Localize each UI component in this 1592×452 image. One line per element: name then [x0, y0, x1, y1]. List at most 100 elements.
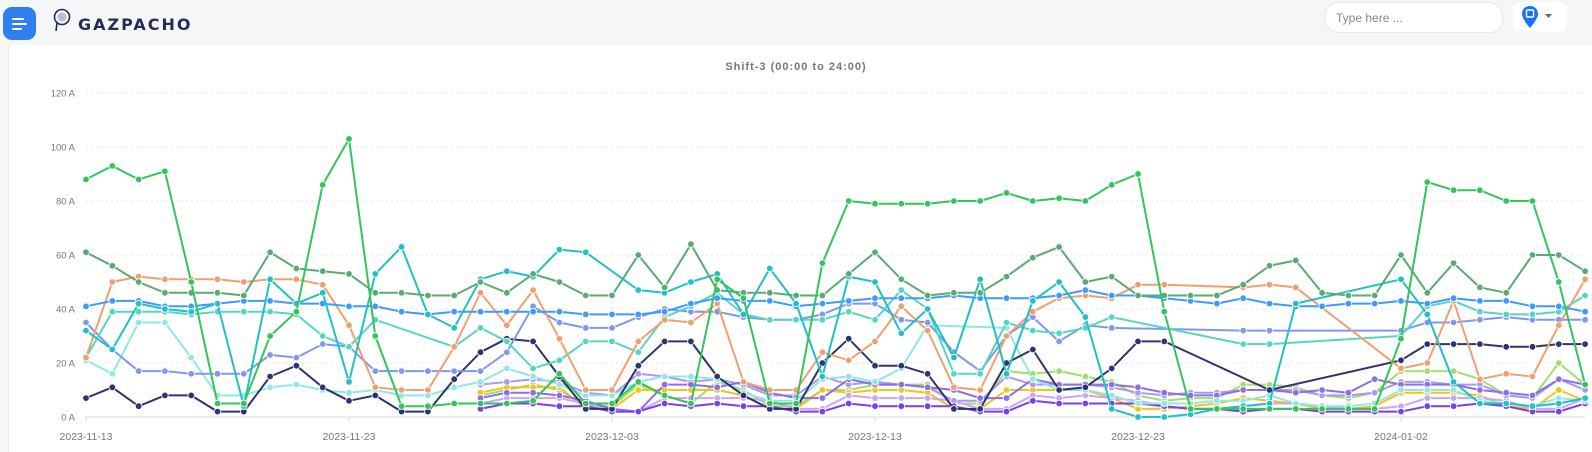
data-point [134, 175, 143, 184]
data-point [161, 305, 169, 313]
data-point [1081, 399, 1090, 408]
data-point [1055, 329, 1063, 337]
data-point [476, 278, 485, 286]
data-point [766, 264, 774, 273]
data-point [345, 135, 353, 143]
data-point [476, 399, 485, 408]
data-point [1528, 251, 1537, 259]
data-point [713, 294, 721, 302]
data-point [871, 199, 879, 208]
data-point [82, 318, 90, 327]
data-point [82, 326, 90, 335]
brand-name: GAZPACHO [78, 14, 193, 34]
data-point [397, 289, 406, 297]
data-point [1186, 291, 1195, 300]
series-line-13 [85, 243, 1586, 297]
search-input[interactable] [1325, 2, 1503, 33]
caret-down-icon [1545, 14, 1552, 18]
data-point [1449, 340, 1458, 348]
data-point [634, 386, 642, 394]
brand-logo[interactable]: GAZPACHO [52, 8, 193, 34]
data-point [213, 370, 222, 378]
data-point [1292, 405, 1300, 413]
data-point [1055, 278, 1063, 286]
data-point [1055, 386, 1063, 394]
data-point [1029, 326, 1037, 335]
data-point [1581, 380, 1589, 389]
data-point [503, 364, 511, 373]
data-point [266, 372, 274, 381]
data-point [82, 175, 90, 184]
data-point [1292, 299, 1300, 308]
data-point [450, 375, 458, 383]
data-point [450, 399, 458, 408]
data-point [608, 386, 616, 394]
data-point [923, 402, 932, 410]
data-point [845, 391, 853, 400]
data-point [1002, 189, 1011, 197]
x-tick-label: 2023-11-23 [323, 431, 376, 443]
data-point [660, 372, 669, 381]
data-point [634, 286, 642, 294]
y-tick-label: 60 A [56, 251, 76, 262]
x-tick-label: 2023-12-23 [1111, 431, 1165, 443]
data-point [739, 310, 748, 319]
data-point [1397, 386, 1405, 394]
menu-button[interactable] [3, 7, 36, 40]
data-point [319, 181, 327, 189]
data-point [1318, 289, 1326, 297]
data-point [897, 316, 905, 324]
data-point [845, 197, 853, 205]
data-point [687, 318, 695, 327]
data-point [871, 294, 879, 302]
data-point [1502, 197, 1510, 205]
data-point [555, 370, 564, 378]
data-point [1265, 340, 1274, 348]
data-point [345, 321, 353, 329]
data-point [108, 345, 116, 354]
data-point [897, 294, 905, 302]
data-point [1239, 386, 1247, 394]
data-point [1239, 326, 1247, 335]
data-point [923, 370, 932, 378]
data-point [1344, 299, 1353, 308]
data-point [950, 383, 958, 391]
location-selector[interactable] [1513, 2, 1567, 32]
data-point [1528, 391, 1537, 400]
data-point [897, 362, 905, 370]
data-point [503, 308, 511, 316]
data-point [1397, 356, 1405, 364]
data-point [845, 399, 853, 408]
data-point [187, 370, 195, 378]
data-point [739, 378, 748, 386]
data-point [345, 397, 353, 405]
series-line-12 [85, 245, 1586, 418]
data-point [134, 278, 143, 286]
data-point [1370, 389, 1379, 397]
data-point [450, 367, 458, 375]
data-point [1344, 405, 1353, 413]
data-point [1502, 289, 1510, 297]
data-point [1265, 281, 1274, 289]
data-point [108, 162, 116, 170]
data-point [1528, 402, 1537, 410]
data-point [240, 278, 248, 286]
series-line-11 [85, 289, 1586, 316]
data-point [161, 318, 169, 327]
data-point [1555, 278, 1563, 286]
data-point [1213, 291, 1221, 300]
data-point [1029, 345, 1037, 354]
data-point [1581, 316, 1589, 324]
data-point [1029, 197, 1037, 205]
data-point [766, 289, 774, 297]
data-point [213, 407, 222, 416]
data-point [1476, 297, 1484, 305]
data-point [923, 383, 932, 391]
data-point [634, 370, 642, 378]
data-point [319, 289, 327, 297]
data-point [161, 367, 169, 375]
data-point [529, 372, 537, 381]
data-point [529, 364, 537, 373]
data-point [687, 337, 695, 346]
data-point [555, 318, 564, 327]
